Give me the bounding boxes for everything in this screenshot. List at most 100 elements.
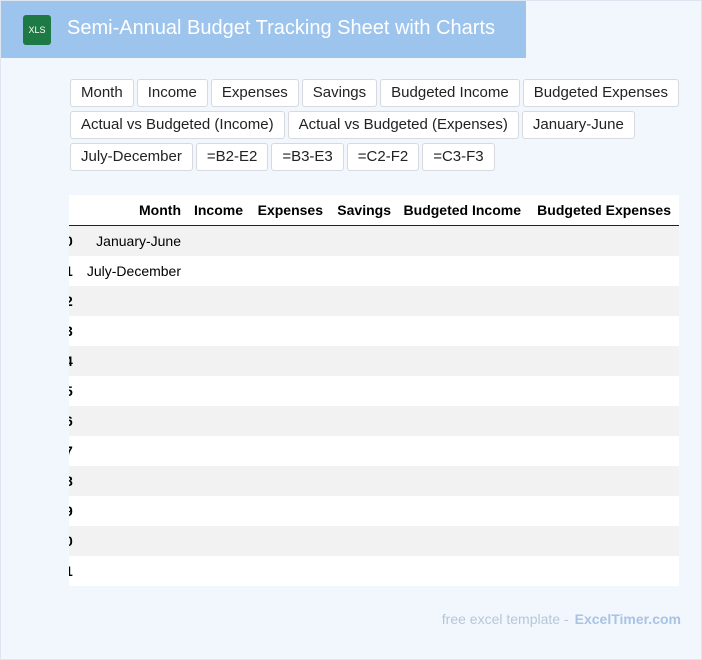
footer: free excel template - ExcelTimer.com xyxy=(442,611,681,627)
row-index: 8 xyxy=(69,466,83,496)
cell xyxy=(529,526,679,556)
cell xyxy=(251,286,331,316)
tag[interactable]: =C3-F3 xyxy=(422,143,495,171)
tag[interactable]: =C2-F2 xyxy=(346,143,420,171)
cell xyxy=(189,225,251,256)
cell xyxy=(529,406,679,436)
cell xyxy=(189,436,251,466)
cell xyxy=(399,406,529,436)
cell xyxy=(189,286,251,316)
cell xyxy=(331,496,399,526)
row-index: 2 xyxy=(69,286,83,316)
footer-link[interactable]: ExcelTimer.com xyxy=(574,611,681,627)
column-header: Income xyxy=(189,195,251,226)
cell xyxy=(529,286,679,316)
column-header: Month xyxy=(83,195,189,226)
table-row: 3 xyxy=(69,316,679,346)
table-row: 0January-June xyxy=(69,225,679,256)
cell xyxy=(83,376,189,406)
table-preview: Month Income Expenses Savings Budgeted Incom… xyxy=(69,195,679,586)
table-row: 7 xyxy=(69,436,679,466)
cell xyxy=(529,376,679,406)
cell xyxy=(399,286,529,316)
cell xyxy=(251,376,331,406)
cell xyxy=(331,406,399,436)
table-row: 8 xyxy=(69,466,679,496)
tag[interactable]: Savings xyxy=(301,79,378,107)
cell xyxy=(399,556,529,586)
cell xyxy=(83,556,189,586)
cell xyxy=(331,526,399,556)
cell xyxy=(251,256,331,286)
cell xyxy=(399,346,529,376)
table-row: 5 xyxy=(69,376,679,406)
cell xyxy=(251,316,331,346)
cell xyxy=(83,466,189,496)
cell xyxy=(189,406,251,436)
cell xyxy=(251,346,331,376)
tag[interactable]: Budgeted Expenses xyxy=(522,79,680,107)
tag-list: Month Income Expenses Savings Budgeted Incom… xyxy=(70,79,680,171)
cell xyxy=(251,556,331,586)
table-row: 6 xyxy=(69,406,679,436)
tag[interactable]: Month xyxy=(70,79,134,107)
cell xyxy=(399,225,529,256)
table-row: 1July-December xyxy=(69,256,679,286)
row-index: 1 xyxy=(69,256,83,286)
cell xyxy=(529,556,679,586)
header-row: Month Income Expenses Savings Budgeted Incom… xyxy=(69,195,679,226)
tag[interactable]: Income xyxy=(136,79,208,107)
cell xyxy=(529,256,679,286)
cell xyxy=(529,346,679,376)
cell xyxy=(83,316,189,346)
table-row: 2 xyxy=(69,286,679,316)
tag[interactable]: July-December xyxy=(70,143,193,171)
tag[interactable]: Actual vs Budgeted (Income) xyxy=(70,111,285,139)
tag[interactable]: Actual vs Budgeted (Expenses) xyxy=(287,111,519,139)
cell xyxy=(189,466,251,496)
column-header: Savings xyxy=(331,195,399,226)
cell xyxy=(399,496,529,526)
cell xyxy=(529,316,679,346)
file-icon: XLS xyxy=(23,15,51,45)
table-row: 4 xyxy=(69,346,679,376)
cell xyxy=(251,406,331,436)
cell xyxy=(331,376,399,406)
row-index: 0 xyxy=(69,526,83,556)
cell xyxy=(399,436,529,466)
column-header: Expenses xyxy=(251,195,331,226)
cell xyxy=(331,346,399,376)
cell xyxy=(529,466,679,496)
cell xyxy=(331,225,399,256)
cell xyxy=(331,316,399,346)
row-index: 0 xyxy=(69,225,83,256)
cell: January-June xyxy=(83,225,189,256)
cell xyxy=(399,256,529,286)
tag[interactable]: Budgeted Income xyxy=(380,79,520,107)
cell xyxy=(83,286,189,316)
cell xyxy=(189,346,251,376)
cell xyxy=(83,496,189,526)
cell xyxy=(83,346,189,376)
tag[interactable]: Expenses xyxy=(210,79,299,107)
table-row: 1 xyxy=(69,556,679,586)
tag[interactable]: =B3-E3 xyxy=(271,143,344,171)
cell xyxy=(331,436,399,466)
cell xyxy=(83,406,189,436)
cell xyxy=(83,436,189,466)
tag[interactable]: January-June xyxy=(521,111,635,139)
index-header xyxy=(69,195,83,226)
title: Semi-Annual Budget Tracking Sheet with C… xyxy=(67,17,495,39)
cell xyxy=(251,496,331,526)
row-index: 9 xyxy=(69,496,83,526)
cell xyxy=(331,466,399,496)
cell xyxy=(251,526,331,556)
row-index: 1 xyxy=(69,556,83,586)
cell xyxy=(189,496,251,526)
cell xyxy=(251,436,331,466)
cell xyxy=(83,526,189,556)
cell xyxy=(331,256,399,286)
cell xyxy=(399,526,529,556)
tag[interactable]: =B2-E2 xyxy=(195,143,269,171)
